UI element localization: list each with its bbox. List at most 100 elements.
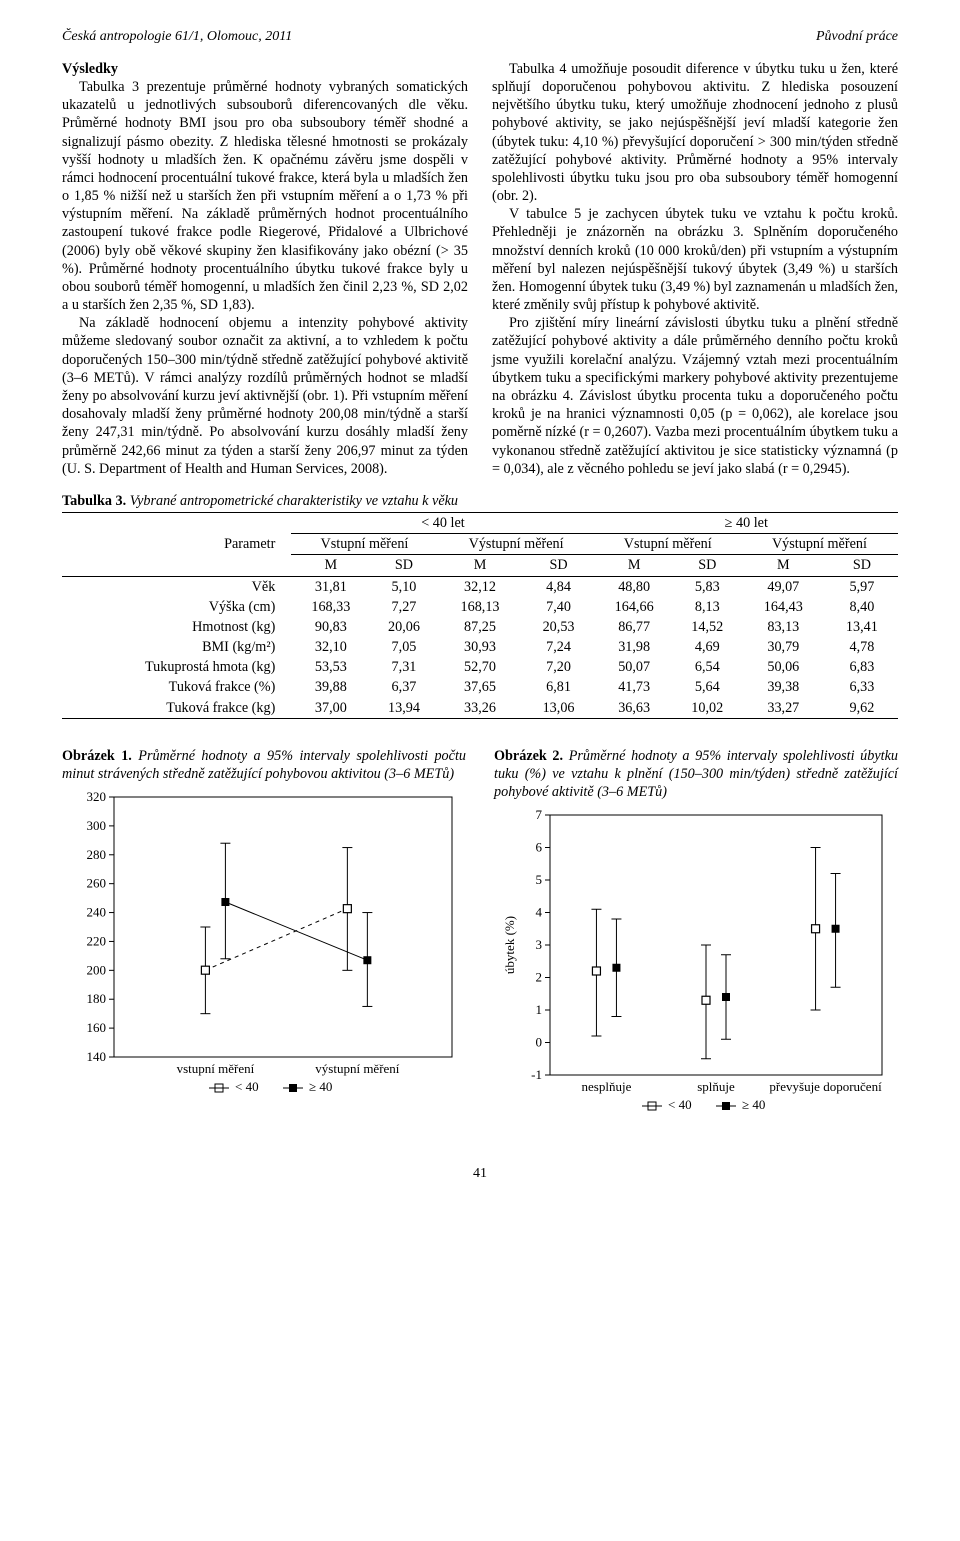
svg-text:vstupní měření: vstupní měření <box>177 1061 255 1076</box>
table-cell: 13,41 <box>826 617 898 637</box>
table-row-label: Tuková frakce (kg) <box>62 698 291 719</box>
table-caption-title: Vybrané antropometrické charakteristiky … <box>126 493 458 509</box>
table-cell: 14,52 <box>674 617 741 637</box>
table-cell: 50,06 <box>741 657 826 677</box>
table-caption-label: Tabulka 3. <box>62 493 126 509</box>
table-cell: 32,12 <box>438 576 523 597</box>
svg-text:300: 300 <box>87 818 107 833</box>
table-group-header: < 40 let <box>291 513 594 534</box>
running-right: Původní práce <box>816 28 898 46</box>
svg-text:180: 180 <box>87 991 107 1006</box>
svg-text:260: 260 <box>87 876 107 891</box>
table-cell: 36,63 <box>595 698 674 719</box>
table-cell: 86,77 <box>595 617 674 637</box>
svg-text:6: 6 <box>536 840 543 855</box>
svg-text:-1: -1 <box>531 1067 542 1082</box>
table-cell: 39,88 <box>291 677 370 697</box>
table-cell: 8,40 <box>826 597 898 617</box>
svg-text:splňuje: splňuje <box>697 1079 735 1094</box>
figure-caption: Obrázek 2. Průměrné hodnoty a 95% interv… <box>494 747 898 802</box>
svg-text:≥ 40: ≥ 40 <box>309 1079 332 1094</box>
table-cell: 20,53 <box>522 617 594 637</box>
table-cell: 164,66 <box>595 597 674 617</box>
table-cell: 7,05 <box>370 637 437 657</box>
table-cell: 37,65 <box>438 677 523 697</box>
table-col-SD: SD <box>370 555 437 576</box>
svg-text:3: 3 <box>536 937 543 952</box>
table-col-SD: SD <box>674 555 741 576</box>
body-paragraph: Tabulka 3 prezentuje průměrné hodnoty vy… <box>62 78 468 314</box>
table-row-label: Výška (cm) <box>62 597 291 617</box>
table-cell: 87,25 <box>438 617 523 637</box>
page-number: 41 <box>62 1165 898 1183</box>
table-cell: 164,43 <box>741 597 826 617</box>
table-cell: 8,13 <box>674 597 741 617</box>
figure-caption-label: Obrázek 1. <box>62 748 132 764</box>
svg-text:200: 200 <box>87 962 107 977</box>
table-cell: 9,62 <box>826 698 898 719</box>
svg-text:280: 280 <box>87 847 107 862</box>
figure-2-svg: -101234567úbytek (%)nesplňujesplňujepřev… <box>494 805 894 1135</box>
table-row-label: Tukuprostá hmota (kg) <box>62 657 291 677</box>
svg-text:převyšuje doporučení: převyšuje doporučení <box>769 1079 882 1094</box>
table-cell: 50,07 <box>595 657 674 677</box>
table-cell: 5,10 <box>370 576 437 597</box>
table-cell: 31,98 <box>595 637 674 657</box>
svg-text:≥ 40: ≥ 40 <box>742 1097 765 1112</box>
table-cell: 7,40 <box>522 597 594 617</box>
table-cell: 6,33 <box>826 677 898 697</box>
table-row-label: Tuková frakce (%) <box>62 677 291 697</box>
table-col-M: M <box>291 555 370 576</box>
table-cell: 39,38 <box>741 677 826 697</box>
table-col-M: M <box>741 555 826 576</box>
table-cell: 13,06 <box>522 698 594 719</box>
table-col-M: M <box>595 555 674 576</box>
table-col-M: M <box>438 555 523 576</box>
table-cell: 31,81 <box>291 576 370 597</box>
svg-text:0: 0 <box>536 1035 543 1050</box>
table-col-SD: SD <box>522 555 594 576</box>
table-param-label: Parametr <box>62 534 291 555</box>
svg-text:úbytek (%): úbytek (%) <box>502 916 517 974</box>
table-cell: 7,27 <box>370 597 437 617</box>
table-caption: Tabulka 3. Vybrané antropometrické chara… <box>62 492 898 510</box>
table-subheader: Vstupní měření <box>291 534 437 555</box>
table-cell: 30,93 <box>438 637 523 657</box>
table-row-label: Věk <box>62 576 291 597</box>
svg-text:7: 7 <box>536 807 543 822</box>
svg-text:2: 2 <box>536 970 543 985</box>
body-paragraph: Na základě hodnocení objemu a intenzity … <box>62 314 468 478</box>
section-heading: Výsledky <box>62 60 468 78</box>
table-cell: 10,02 <box>674 698 741 719</box>
table-group-header: ≥ 40 let <box>595 513 898 534</box>
table-cell: 6,83 <box>826 657 898 677</box>
body-text: Výsledky Tabulka 3 prezentuje průměrné h… <box>62 60 898 478</box>
table-cell: 20,06 <box>370 617 437 637</box>
table-cell: 13,94 <box>370 698 437 719</box>
table-cell: 6,81 <box>522 677 594 697</box>
svg-text:4: 4 <box>536 905 543 920</box>
svg-text:1: 1 <box>536 1002 543 1017</box>
table-cell: 4,84 <box>522 576 594 597</box>
table-cell: 6,54 <box>674 657 741 677</box>
table-cell: 53,53 <box>291 657 370 677</box>
table-cell: 7,20 <box>522 657 594 677</box>
table-subheader: Vstupní měření <box>595 534 741 555</box>
table-cell: 52,70 <box>438 657 523 677</box>
table-cell: 5,64 <box>674 677 741 697</box>
table-3: < 40 let ≥ 40 let Parametr Vstupní měřen… <box>62 512 898 719</box>
table-cell: 33,27 <box>741 698 826 719</box>
table-cell: 30,79 <box>741 637 826 657</box>
svg-text:< 40: < 40 <box>235 1079 259 1094</box>
table-col-SD: SD <box>826 555 898 576</box>
figure-caption-label: Obrázek 2. <box>494 748 563 764</box>
table-cell: 33,26 <box>438 698 523 719</box>
table-cell: 6,37 <box>370 677 437 697</box>
table-cell: 5,83 <box>674 576 741 597</box>
body-paragraph: V tabulce 5 je zachycen úbytek tuku ve v… <box>492 205 898 314</box>
figure-1-svg: 140160180200220240260280300320vstupní mě… <box>62 787 462 1117</box>
table-cell: 7,31 <box>370 657 437 677</box>
running-left: Česká antropologie 61/1, Olomouc, 2011 <box>62 28 292 46</box>
table-cell: 83,13 <box>741 617 826 637</box>
table-subheader: Výstupní měření <box>741 534 898 555</box>
